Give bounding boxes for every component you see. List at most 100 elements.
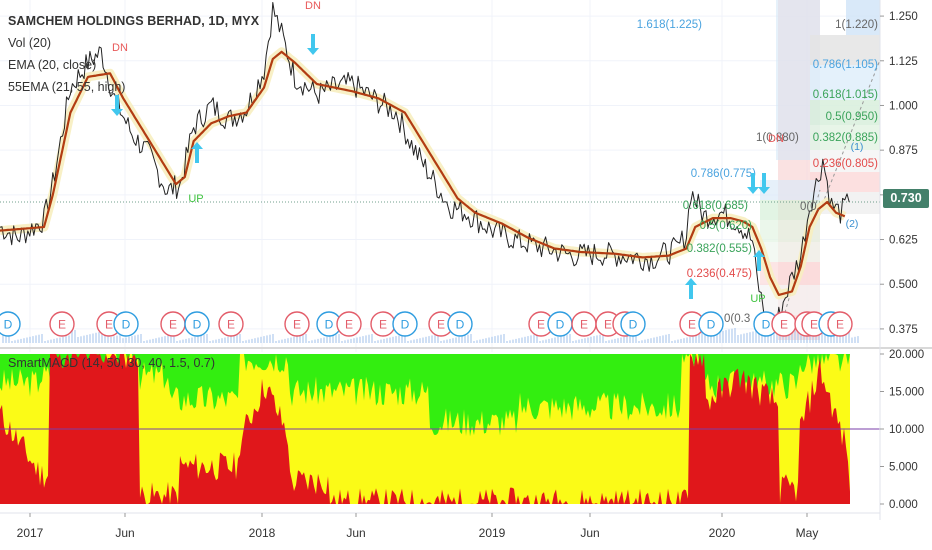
volume-bar — [29, 336, 31, 343]
marker-letter: D — [456, 318, 465, 332]
volume-bar — [647, 338, 649, 343]
price-series — [0, 2, 850, 333]
volume-bar — [167, 335, 169, 343]
volume-bar — [812, 332, 814, 343]
dividend-marker — [113, 311, 139, 337]
volume-bar — [731, 328, 733, 343]
volume-bar — [374, 341, 376, 343]
marker-letter: D — [707, 318, 716, 332]
marker-letter: E — [169, 318, 177, 332]
volume-bar — [263, 336, 265, 343]
volume-bar — [74, 330, 76, 343]
earnings-marker — [336, 311, 362, 337]
osc-tick-label: 0.000 — [889, 499, 918, 511]
volume-bar — [446, 339, 448, 343]
marker-letter: D — [629, 318, 638, 332]
volume-bar — [542, 340, 544, 343]
volume-bar — [521, 337, 523, 343]
volume-bar — [44, 341, 46, 343]
volume-bar — [662, 335, 664, 343]
ema-line — [0, 50, 846, 296]
fib-label: 0.786(1.105) — [813, 59, 878, 71]
volume-bar — [779, 332, 781, 343]
volume-bar — [41, 334, 43, 343]
volume-bar — [626, 336, 628, 343]
volume-bar — [95, 332, 97, 343]
dividend-marker — [184, 311, 210, 337]
marker-letter: D — [4, 318, 13, 332]
volume-bar — [461, 336, 463, 343]
wave-label: (1) — [851, 141, 864, 153]
volume-bar — [287, 338, 289, 343]
volume-bar — [473, 341, 475, 343]
marker-letter: E — [780, 318, 788, 332]
volume-bar — [245, 340, 247, 343]
osc-green — [0, 354, 850, 437]
volume-bar — [698, 328, 700, 343]
marker-letter: D — [762, 318, 771, 332]
volume-bar — [746, 332, 748, 343]
dn-signal: DN — [768, 133, 784, 145]
volume-bar — [146, 340, 148, 343]
volume-bar — [515, 338, 517, 343]
volume-bar — [755, 330, 757, 343]
volume-bar — [101, 331, 103, 343]
marker-letter: E — [810, 318, 818, 332]
fibonacci-labels: 1.618(1.225) 1(1.220) 0.786(1.105) 0.618(1.… — [637, 19, 878, 325]
volume-bar — [452, 338, 454, 343]
volume-bar — [512, 339, 514, 343]
volume-bar — [71, 330, 73, 343]
volume-bar — [719, 331, 721, 343]
volume-bar — [584, 338, 586, 343]
volume-bar — [497, 335, 499, 343]
marker-letter: E — [836, 318, 844, 332]
smart-macd-oscillator — [0, 352, 880, 508]
fib-band — [810, 172, 880, 192]
volume-bar — [377, 340, 379, 343]
volume-bar — [686, 337, 688, 343]
x-tick-label: Jun — [580, 526, 599, 540]
volume-bar — [200, 335, 202, 343]
volume-bar — [113, 336, 115, 343]
oscillator-legend: SmartMACD (14, 50, 30, 40, 1.5, 0.7) — [8, 356, 216, 370]
volume-bar — [344, 340, 346, 343]
x-tick-label: 2018 — [249, 526, 276, 540]
volume-bar — [527, 336, 529, 343]
volume-bar — [317, 338, 319, 343]
volume-bar — [725, 330, 727, 343]
volume-bar — [329, 336, 331, 343]
y-tick-label: 0.625 — [889, 235, 918, 247]
volume-bar — [389, 337, 391, 343]
volume-bar — [611, 339, 613, 343]
volume-bar — [593, 336, 595, 343]
volume-bar — [65, 336, 67, 343]
osc-tick-label: 20.000 — [889, 349, 924, 361]
volume-bar — [395, 336, 397, 343]
volume-bar — [59, 337, 61, 343]
chart-legend: SAMCHEM HOLDINGS BERHAD, 1D, MYX Vol (20… — [8, 10, 259, 98]
volume-bar — [590, 336, 592, 343]
down-arrow — [307, 48, 319, 55]
volume-bar — [689, 336, 691, 343]
vol-legend: Vol (20) — [8, 36, 52, 50]
volume-bar — [56, 338, 58, 343]
volume-bar — [458, 336, 460, 343]
fib-label: 1(1.220) — [835, 19, 878, 31]
volume-bar — [554, 337, 556, 343]
volume-bar — [8, 334, 10, 343]
y-tick-label: 0.875 — [889, 145, 918, 157]
volume-bar — [323, 337, 325, 343]
volume-bar — [131, 336, 133, 343]
volume-bar — [464, 335, 466, 343]
earnings-marker — [49, 311, 75, 337]
volume-bar — [311, 340, 313, 343]
volume-bar — [218, 338, 220, 343]
volume-bar — [416, 338, 418, 343]
volume-bar — [152, 338, 154, 343]
down-arrow — [311, 34, 315, 48]
volume-bar — [122, 338, 124, 343]
volume-bar — [485, 338, 487, 343]
volume-bar — [320, 338, 322, 343]
volume-bar — [359, 336, 361, 343]
volume-bar — [392, 336, 394, 343]
